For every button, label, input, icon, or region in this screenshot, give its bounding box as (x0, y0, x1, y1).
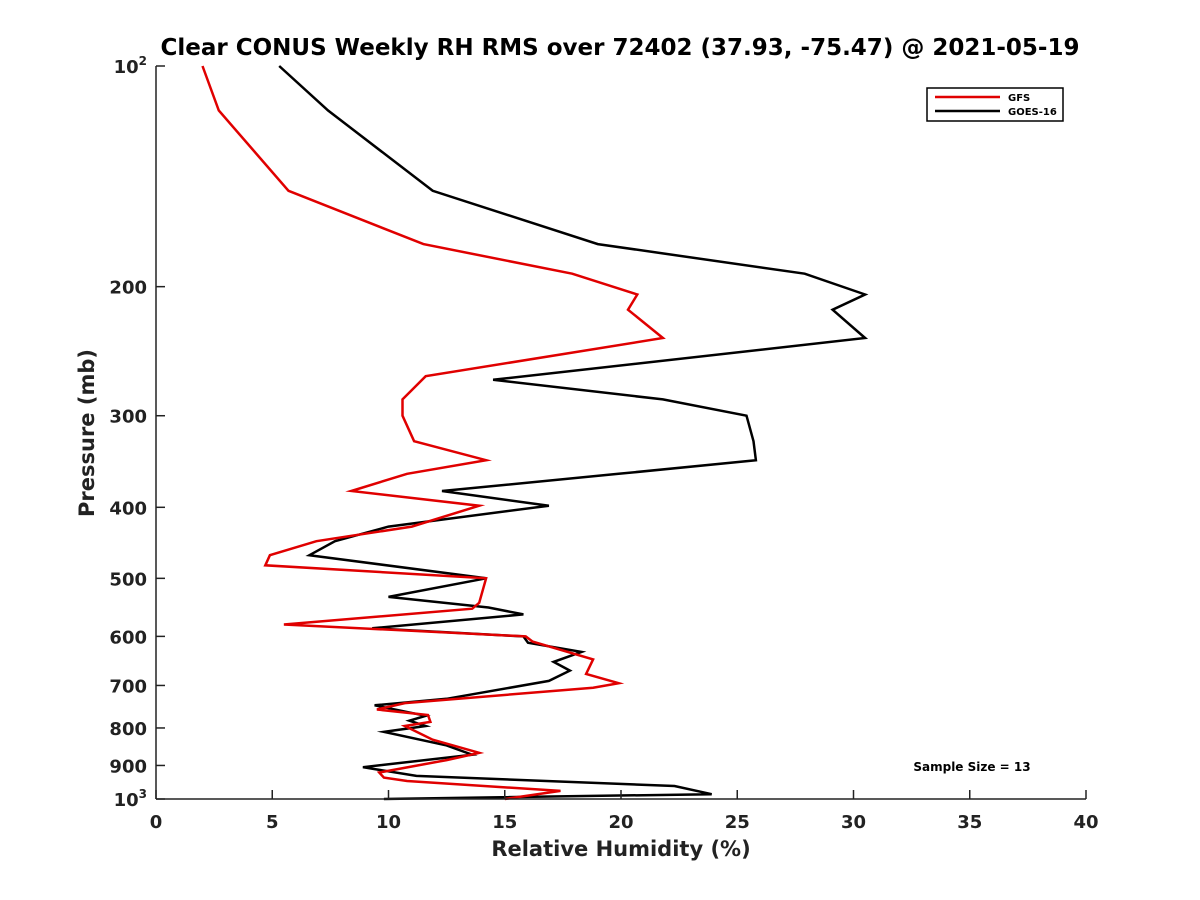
y-tick-label: 400 (109, 498, 147, 519)
chart-title: Clear CONUS Weekly RH RMS over 72402 (37… (161, 35, 1080, 61)
legend-box (926, 87, 1064, 122)
x-tick-label: 20 (608, 812, 633, 833)
legend: GFS GOES-16 (926, 87, 1064, 122)
y-tick-label: 200 (109, 278, 147, 299)
y-tick-label: 103 (114, 787, 147, 811)
y-ticks: 102 200 300 400 500 600 700 800 900 103 (109, 54, 165, 811)
x-tick-label: 25 (725, 812, 750, 833)
y-tick-label: 102 (114, 54, 147, 78)
y-tick-label: 600 (109, 627, 147, 648)
y-tick-label: 900 (109, 756, 147, 777)
legend-label-gfs: GFS (1008, 93, 1030, 104)
x-tick-label: 0 (150, 812, 163, 833)
x-tick-label: 15 (492, 812, 517, 833)
y-tick-label: 500 (109, 569, 147, 590)
plot-area (156, 66, 1086, 799)
y-tick-label: 300 (109, 407, 147, 428)
x-tick-label: 5 (266, 812, 279, 833)
y-tick-label: 800 (109, 719, 147, 740)
series-line-goes16 (278, 65, 869, 801)
x-ticks: 0 5 10 15 20 25 30 35 40 (150, 790, 1099, 833)
x-tick-label: 40 (1073, 812, 1098, 833)
series-layer (201, 65, 869, 801)
x-tick-label: 35 (957, 812, 982, 833)
y-axis-label: Pressure (mb) (75, 349, 99, 517)
x-tick-label: 30 (841, 812, 866, 833)
series-line-gfs (201, 65, 666, 801)
x-tick-label: 10 (376, 812, 401, 833)
sample-size-annotation: Sample Size = 13 (913, 760, 1030, 774)
x-axis-label: Relative Humidity (%) (491, 837, 750, 861)
y-tick-label: 700 (109, 676, 147, 697)
legend-label-goes16: GOES-16 (1008, 107, 1057, 118)
